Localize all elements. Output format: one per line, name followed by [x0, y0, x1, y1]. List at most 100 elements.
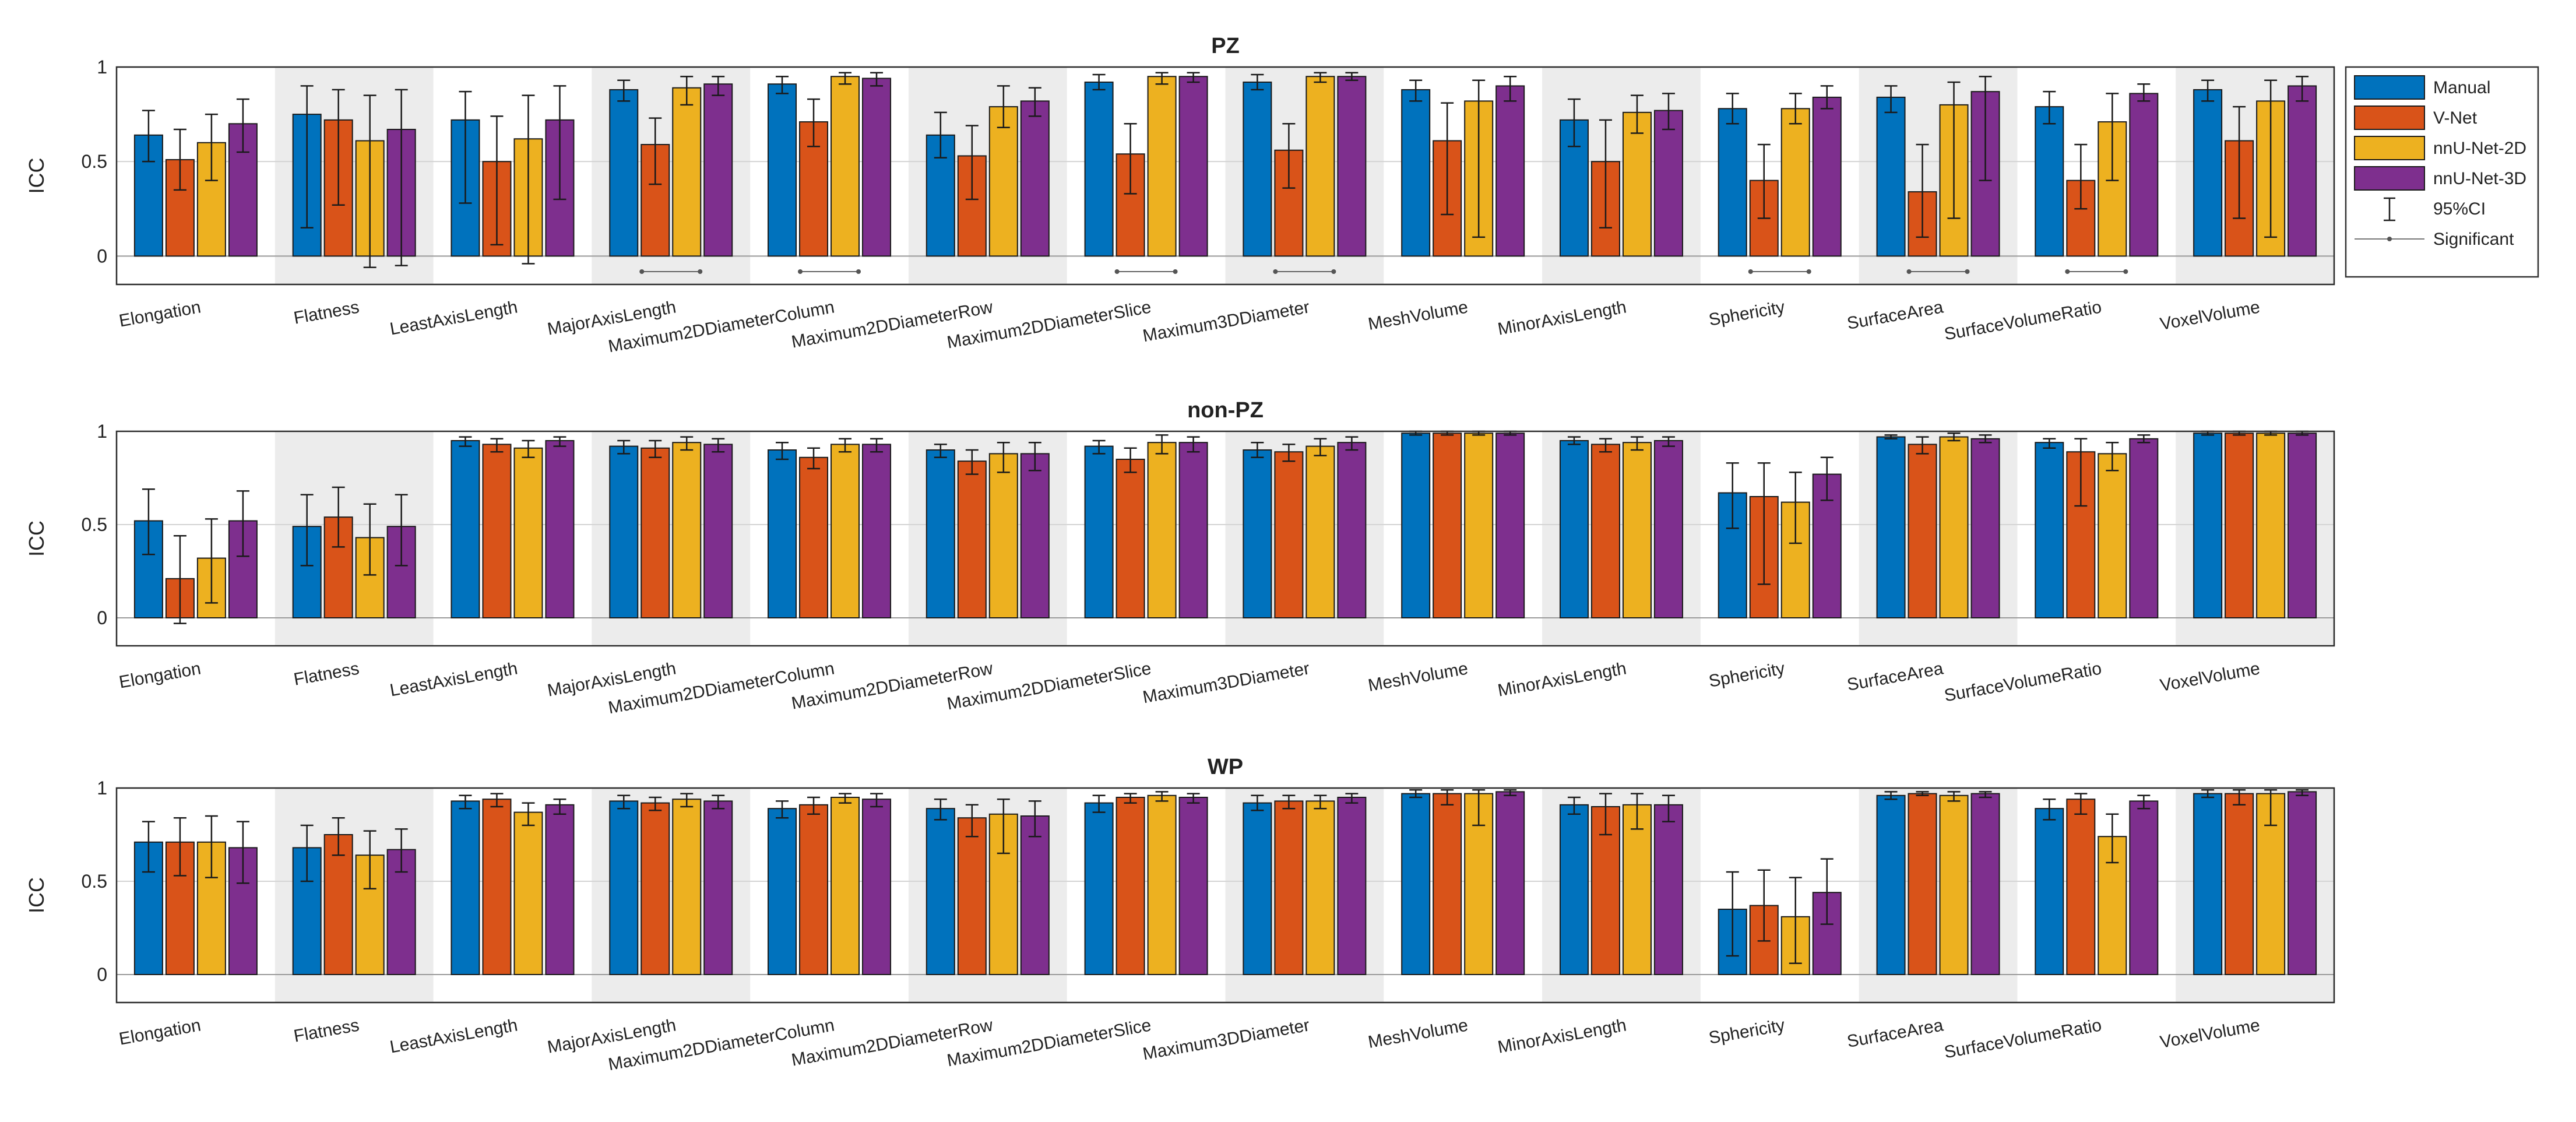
bar: [862, 78, 892, 257]
category-label: MinorAxisLength: [1496, 1015, 1628, 1057]
significance-dot: [639, 269, 645, 274]
bar: [482, 444, 512, 619]
bar: [1780, 108, 1810, 257]
bar: [2035, 808, 2064, 975]
category-label: MeshVolume: [1367, 659, 1470, 695]
legend-label: Manual: [2433, 78, 2490, 97]
bar: [513, 447, 543, 618]
bar: [2129, 800, 2159, 976]
category-label: Sphericity: [1708, 297, 1786, 329]
bar: [672, 799, 702, 975]
category-label: LeastAxisLength: [388, 297, 519, 339]
y-axis-label: ICC: [24, 158, 48, 194]
legend-swatch: [2354, 166, 2425, 191]
bar: [451, 800, 480, 976]
bar: [1274, 451, 1304, 618]
bar: [1559, 440, 1589, 618]
bar: [482, 799, 512, 975]
bar: [1718, 108, 1747, 257]
category-label: SurfaceVolumeRatio: [1942, 659, 2103, 705]
bar: [2098, 121, 2127, 257]
bar: [2035, 442, 2064, 618]
legend-ci-label: 95%CI: [2433, 199, 2486, 219]
category-label: Maximum3DDiameter: [1141, 1015, 1311, 1064]
bar: [1178, 797, 1208, 975]
y-axis-label: ICC: [24, 520, 48, 557]
bar: [862, 799, 892, 975]
category-label: Sphericity: [1708, 1015, 1786, 1047]
bar: [957, 817, 987, 975]
bar: [830, 797, 860, 975]
bar: [2288, 432, 2317, 618]
y-tick-label: 1: [97, 778, 107, 799]
bar: [1939, 794, 1969, 976]
chart-title: non-PZ: [1187, 398, 1264, 423]
y-tick-label: 0.5: [82, 151, 107, 172]
chart-title: PZ: [1211, 34, 1240, 58]
bar: [1020, 815, 1050, 975]
bar: [1115, 797, 1145, 975]
bar: [1622, 804, 1652, 976]
bar: [2193, 432, 2223, 618]
bar: [988, 106, 1018, 257]
bar: [672, 87, 702, 257]
significance-dot: [798, 269, 803, 274]
bar: [1115, 459, 1145, 618]
bar: [2066, 799, 2096, 975]
significance-dot: [1965, 269, 1970, 274]
category-label: SurfaceArea: [1846, 1015, 1945, 1051]
significance-dot: [1173, 269, 1178, 274]
bar: [1590, 444, 1620, 619]
bar: [2256, 432, 2286, 618]
bar: [1622, 111, 1652, 257]
category-label: SurfaceArea: [1846, 659, 1945, 695]
bar: [1084, 445, 1114, 618]
bar: [1147, 76, 1177, 257]
bar: [2225, 432, 2254, 618]
legend-label: nnU-Net-3D: [2433, 169, 2526, 188]
bar: [1495, 791, 1525, 976]
bar: [545, 804, 575, 976]
bar: [703, 444, 733, 619]
bar: [545, 440, 575, 618]
legend-label: V-Net: [2433, 108, 2478, 128]
category-label: MinorAxisLength: [1496, 297, 1628, 339]
category-label: Maximum3DDiameter: [1141, 297, 1311, 346]
bar: [2129, 438, 2159, 618]
bar: [2193, 793, 2223, 975]
bar: [1908, 793, 1937, 975]
bar: [1337, 442, 1367, 618]
bar: [1559, 804, 1589, 976]
bar: [1020, 100, 1050, 257]
bar: [988, 453, 1018, 619]
bar: [1464, 432, 1494, 618]
bar: [703, 800, 733, 976]
bar: [2129, 93, 2159, 257]
significance-dot: [2123, 269, 2128, 274]
category-label: Elongation: [118, 297, 202, 330]
legend: Manual V-Net nnU-Net-2D nnU-Net-3D 95%CI Sign…: [2345, 66, 2539, 278]
bar: [1433, 432, 1462, 618]
bar: [2193, 89, 2223, 257]
category-label: Maximum3DDiameter: [1141, 659, 1311, 707]
legend-significant-label: Significant: [2433, 230, 2514, 249]
axes-box: [115, 430, 2335, 647]
bar: [957, 460, 987, 618]
bar: [799, 456, 829, 618]
significance-dot: [698, 269, 703, 274]
bar: [1337, 797, 1367, 975]
bar: [768, 808, 797, 975]
bar: [1147, 794, 1177, 976]
legend-label: nnU-Net-2D: [2433, 139, 2526, 158]
bar: [1876, 436, 1906, 618]
bar: [1305, 445, 1335, 618]
bar: [672, 442, 702, 618]
category-label: Elongation: [118, 1015, 202, 1049]
bar: [1653, 440, 1683, 618]
bar: [451, 440, 480, 618]
category-label: VoxelVolume: [2159, 1015, 2262, 1052]
chart-panel-3: Elongation Flatness LeastAxisLength MajorAx…: [24, 755, 2335, 1074]
y-tick-label: 1: [97, 57, 107, 78]
bar: [1147, 442, 1177, 618]
